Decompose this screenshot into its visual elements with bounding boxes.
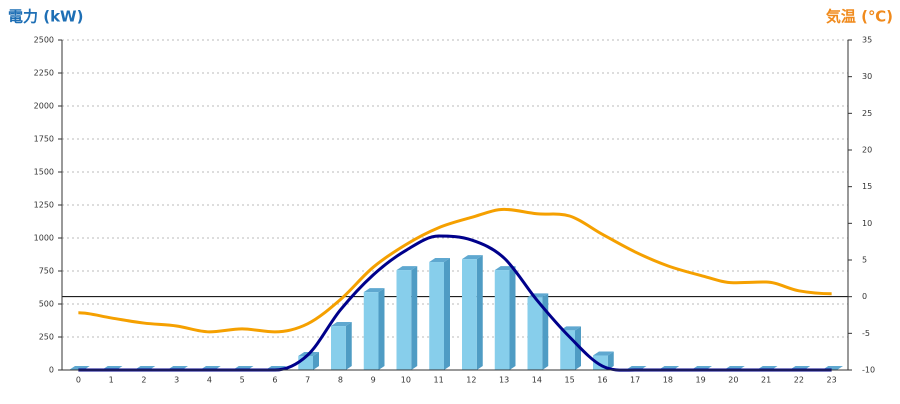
- bar: [494, 266, 516, 370]
- x-tick-label: 13: [499, 376, 509, 385]
- bar-face: [560, 326, 581, 331]
- bar-face: [345, 322, 352, 370]
- x-tick-label: 17: [630, 376, 640, 385]
- x-tick-label: 8: [338, 376, 343, 385]
- line: [78, 207, 832, 334]
- x-tick-label: 0: [76, 376, 81, 385]
- y2-tick-label: -5: [862, 329, 870, 338]
- x-tick-label: 10: [401, 376, 411, 385]
- bar-front: [462, 259, 477, 370]
- bar-front: [363, 292, 379, 370]
- bar-face: [411, 266, 418, 370]
- bar-face: [429, 258, 450, 263]
- x-tick-label: 1: [109, 376, 114, 385]
- bar-face: [574, 326, 581, 370]
- y2-tick-label: 15: [862, 182, 872, 191]
- x-tick-label: 21: [761, 376, 771, 385]
- y-tick-label: 500: [39, 300, 54, 309]
- y-tick-label: 0: [49, 366, 54, 375]
- bar-face: [462, 255, 483, 260]
- line: [78, 234, 832, 372]
- y2-tick-label: -10: [862, 366, 875, 375]
- bar-face: [509, 266, 516, 370]
- x-tick-label: 5: [240, 376, 245, 385]
- x-tick-label: 2: [141, 376, 146, 385]
- y2-tick-label: 20: [862, 146, 872, 155]
- x-tick-label: 12: [466, 376, 476, 385]
- y2-tick-label: 5: [862, 256, 867, 265]
- bar-front: [494, 270, 510, 370]
- y2-tick-label: 25: [862, 109, 872, 118]
- y-tick-label: 2250: [34, 69, 54, 78]
- bar-face: [476, 255, 483, 370]
- bar-face: [396, 266, 418, 271]
- x-tick-label: 22: [794, 376, 804, 385]
- bar-face: [443, 258, 450, 370]
- x-tick-label: 16: [597, 376, 607, 385]
- x-tick-label: 23: [827, 376, 837, 385]
- y-tick-label: 1000: [34, 234, 54, 243]
- bar: [396, 266, 418, 370]
- bar-face: [607, 351, 614, 370]
- bar-face: [542, 293, 549, 370]
- x-tick-label: 9: [371, 376, 376, 385]
- x-tick-label: 19: [696, 376, 706, 385]
- y-axis-title: 電力 (kW): [8, 8, 83, 26]
- x-tick-label: 20: [728, 376, 738, 385]
- y2-tick-label: 30: [862, 72, 872, 81]
- bar-face: [378, 288, 385, 370]
- bar-face: [494, 266, 516, 271]
- x-tick-label: 15: [565, 376, 575, 385]
- x-tick-label: 14: [532, 376, 542, 385]
- x-tick-label: 7: [305, 376, 310, 385]
- bar-face: [593, 351, 614, 356]
- bar: [462, 255, 483, 370]
- bar-front: [429, 262, 444, 370]
- bar-face: [331, 322, 352, 327]
- x-tick-label: 4: [207, 376, 212, 385]
- y-tick-label: 2500: [34, 36, 54, 45]
- bar-face: [363, 288, 385, 293]
- y-tick-label: 1750: [34, 135, 54, 144]
- x-tick-label: 3: [174, 376, 179, 385]
- bar: [527, 293, 549, 370]
- x-tick-label: 18: [663, 376, 673, 385]
- y2-axis-title: 気温 (℃): [826, 8, 893, 26]
- bar: [560, 326, 581, 370]
- y2-tick-label: 0: [862, 292, 867, 301]
- y-tick-label: 750: [39, 267, 54, 276]
- x-tick-label: 11: [434, 376, 444, 385]
- y-tick-label: 1250: [34, 201, 54, 210]
- x-tick-label: 6: [272, 376, 277, 385]
- bar: [363, 288, 385, 370]
- bar: [331, 322, 352, 370]
- bar-face: [312, 352, 319, 370]
- bar-front: [331, 326, 346, 370]
- bar-front: [527, 297, 543, 370]
- y-tick-label: 250: [39, 333, 54, 342]
- bar-front: [396, 270, 412, 370]
- y2-tick-label: 35: [862, 36, 872, 45]
- y-tick-label: 1500: [34, 168, 54, 177]
- y-tick-label: 2000: [34, 102, 54, 111]
- bar: [429, 258, 450, 370]
- y2-tick-label: 10: [862, 219, 872, 228]
